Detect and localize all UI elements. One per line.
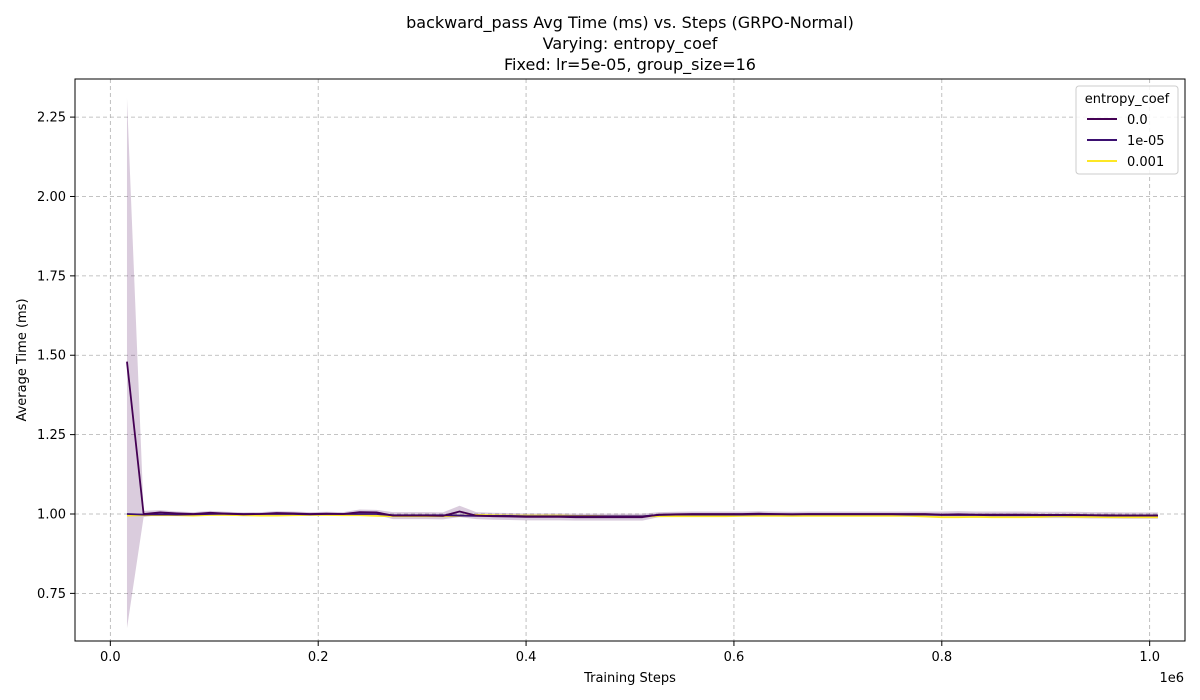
x-tick-label: 0.2: [308, 650, 329, 665]
y-tick-label: 0.75: [37, 587, 66, 602]
y-tick-label: 1.00: [37, 507, 66, 522]
x-axis-ticks: 0.0 0.2 0.4 0.6 0.8 1.0: [100, 641, 1160, 665]
plot-area-frame: [74, 78, 1186, 642]
chart-title-line-1: backward_pass Avg Time (ms) vs. Steps (G…: [406, 13, 854, 33]
legend: entropy_coef 0.0 1e-05 0.001: [1075, 85, 1179, 175]
legend-label-0: 0.0: [1127, 113, 1148, 128]
series-line-0: [126, 361, 1158, 519]
legend-title: entropy_coef: [1085, 92, 1170, 107]
x-axis-label: Training Steps: [583, 671, 676, 686]
x-tick-label: 0.6: [724, 650, 745, 665]
y-tick-label: 2.25: [37, 111, 66, 126]
x-tick-label: 1.0: [1139, 650, 1160, 665]
y-axis-label: Average Time (ms): [15, 298, 30, 421]
y-tick-label: 1.25: [37, 428, 66, 443]
legend-label-2: 0.001: [1127, 155, 1164, 170]
chart-title: backward_pass Avg Time (ms) vs. Steps (G…: [406, 13, 854, 75]
confidence-bands: [126, 98, 1158, 629]
x-tick-label: 0.0: [100, 650, 121, 665]
y-tick-label: 1.75: [37, 269, 66, 284]
grid: [75, 79, 1185, 641]
y-tick-label: 1.50: [37, 349, 66, 364]
series-lines: [126, 361, 1158, 519]
x-axis-offset-label: 1e6: [1159, 671, 1184, 686]
x-tick-label: 0.4: [516, 650, 537, 665]
legend-box: [1075, 85, 1179, 175]
legend-label-1: 1e-05: [1127, 134, 1165, 149]
chart-title-line-2: Varying: entropy_coef: [543, 34, 718, 54]
series-0-confidence-band: [126, 98, 1158, 629]
x-tick-label: 0.8: [931, 650, 952, 665]
chart-title-line-3: Fixed: lr=5e-05, group_size=16: [504, 55, 756, 75]
y-tick-label: 2.00: [37, 190, 66, 205]
y-axis-ticks: 0.75 1.00 1.25 1.50 1.75 2.00 2.25: [37, 111, 75, 602]
